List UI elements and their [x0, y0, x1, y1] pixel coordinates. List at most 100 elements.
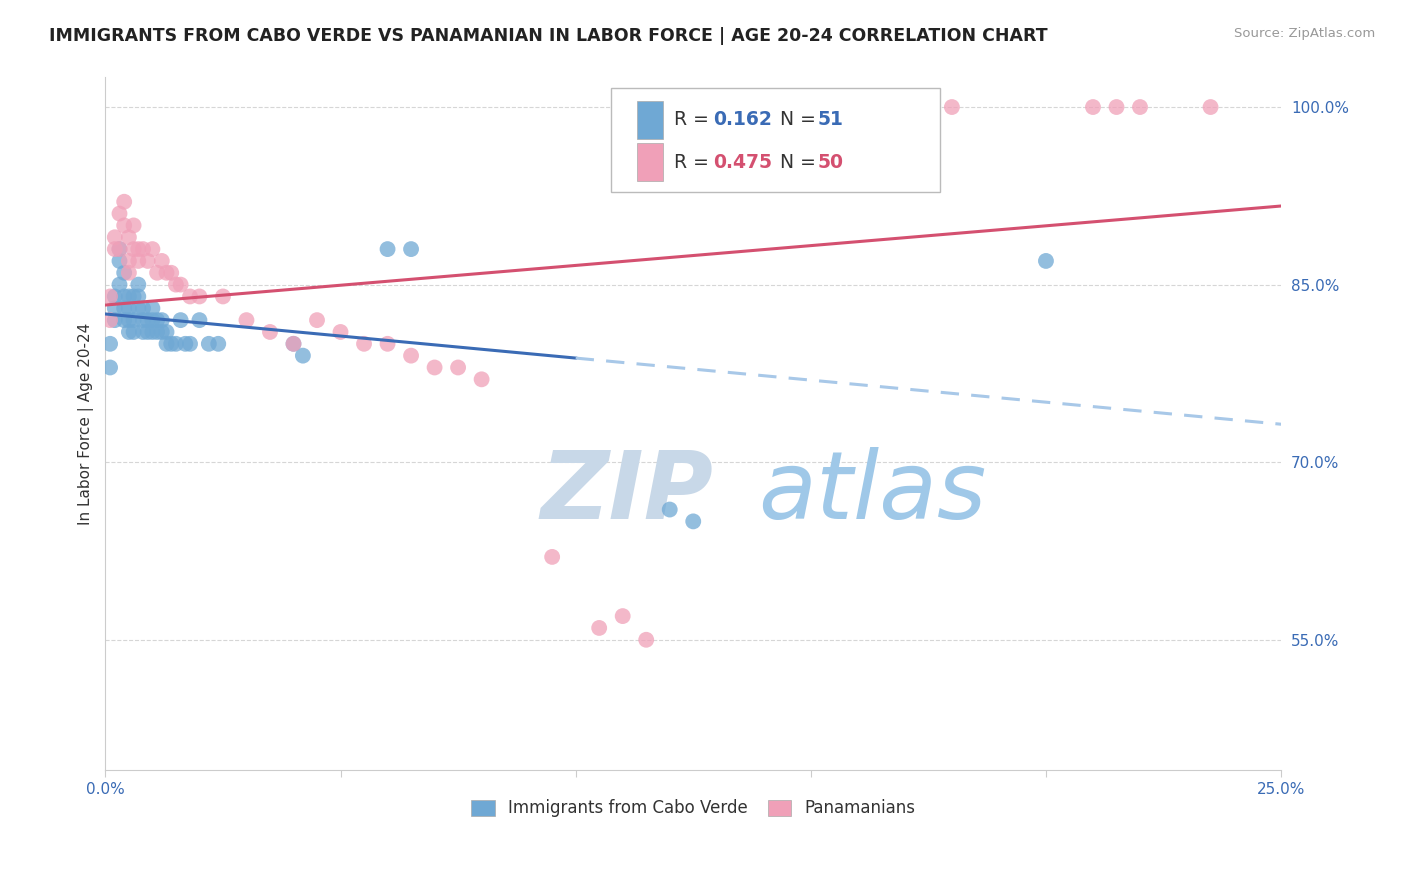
Point — [141, 325, 163, 339]
Point — [112, 313, 135, 327]
Point — [941, 100, 963, 114]
Point — [122, 242, 145, 256]
Point — [108, 277, 131, 292]
Point — [118, 325, 141, 339]
Point — [112, 194, 135, 209]
Point — [682, 515, 704, 529]
Point — [150, 254, 173, 268]
Text: N =: N = — [769, 153, 823, 172]
Point — [112, 301, 135, 316]
Point — [108, 254, 131, 268]
Point — [377, 336, 399, 351]
Point — [112, 289, 135, 303]
Point — [112, 219, 135, 233]
Text: 51: 51 — [818, 111, 844, 129]
Point — [1081, 100, 1104, 114]
Point — [118, 266, 141, 280]
Point — [212, 289, 235, 303]
Point — [658, 502, 681, 516]
Point — [291, 349, 314, 363]
Point — [98, 313, 121, 327]
Point — [636, 632, 658, 647]
Point — [104, 289, 127, 303]
Point — [612, 609, 634, 624]
Point — [104, 230, 127, 244]
Point — [305, 313, 328, 327]
Point — [118, 254, 141, 268]
Text: 0.475: 0.475 — [713, 153, 772, 172]
Point — [160, 336, 183, 351]
Point — [127, 277, 149, 292]
Point — [150, 325, 173, 339]
FancyBboxPatch shape — [612, 87, 941, 192]
Point — [329, 325, 352, 339]
Point — [141, 301, 163, 316]
Point — [104, 301, 127, 316]
Point — [165, 277, 187, 292]
Point — [127, 242, 149, 256]
Point — [541, 549, 564, 564]
Point — [1105, 100, 1128, 114]
Point — [104, 313, 127, 327]
Point — [118, 301, 141, 316]
Point — [283, 336, 305, 351]
Point — [98, 289, 121, 303]
Point — [150, 313, 173, 327]
Point — [132, 242, 155, 256]
Text: R =: R = — [675, 153, 716, 172]
Point — [146, 313, 169, 327]
Point — [207, 336, 229, 351]
Point — [118, 230, 141, 244]
Text: IMMIGRANTS FROM CABO VERDE VS PANAMANIAN IN LABOR FORCE | AGE 20-24 CORRELATION : IMMIGRANTS FROM CABO VERDE VS PANAMANIAN… — [49, 27, 1047, 45]
Point — [118, 313, 141, 327]
Point — [471, 372, 494, 386]
Point — [155, 336, 177, 351]
Point — [1035, 254, 1057, 268]
Point — [179, 336, 201, 351]
Point — [122, 325, 145, 339]
Point — [132, 313, 155, 327]
Point — [127, 254, 149, 268]
Point — [104, 242, 127, 256]
Point — [800, 100, 823, 114]
Point — [108, 242, 131, 256]
Point — [132, 325, 155, 339]
Legend: Immigrants from Cabo Verde, Panamanians: Immigrants from Cabo Verde, Panamanians — [464, 793, 922, 824]
Point — [823, 100, 845, 114]
Text: R =: R = — [675, 111, 716, 129]
Point — [188, 313, 211, 327]
Text: ZIP: ZIP — [540, 447, 713, 539]
Point — [136, 325, 159, 339]
Point — [399, 242, 422, 256]
FancyBboxPatch shape — [637, 101, 662, 139]
Point — [259, 325, 281, 339]
Point — [141, 242, 163, 256]
Point — [146, 266, 169, 280]
Point — [447, 360, 470, 375]
Point — [108, 206, 131, 220]
Point — [423, 360, 446, 375]
Point — [1199, 100, 1222, 114]
Point — [1129, 100, 1152, 114]
Point — [588, 621, 610, 635]
Point — [127, 301, 149, 316]
Point — [127, 289, 149, 303]
Point — [155, 325, 177, 339]
Point — [399, 349, 422, 363]
Point — [98, 336, 121, 351]
Point — [179, 289, 201, 303]
Point — [122, 289, 145, 303]
Text: 0.162: 0.162 — [713, 111, 772, 129]
FancyBboxPatch shape — [637, 144, 662, 181]
Point — [118, 289, 141, 303]
Point — [112, 266, 135, 280]
Point — [353, 336, 375, 351]
Point — [235, 313, 257, 327]
Point — [198, 336, 221, 351]
Text: N =: N = — [769, 111, 823, 129]
Point — [283, 336, 305, 351]
Text: 50: 50 — [818, 153, 844, 172]
Point — [146, 325, 169, 339]
Point — [141, 313, 163, 327]
Text: Source: ZipAtlas.com: Source: ZipAtlas.com — [1234, 27, 1375, 40]
